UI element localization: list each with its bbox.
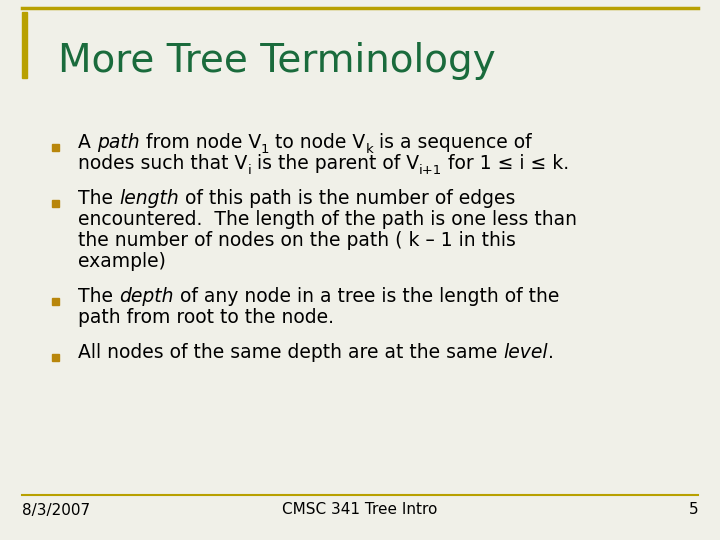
Text: is a sequence of: is a sequence of <box>373 133 532 152</box>
Text: 8/3/2007: 8/3/2007 <box>22 503 90 517</box>
Bar <box>52 354 59 361</box>
Text: depth: depth <box>119 287 174 306</box>
Bar <box>52 200 59 207</box>
Text: path from root to the node.: path from root to the node. <box>78 308 334 327</box>
Text: length: length <box>119 189 179 208</box>
Text: The: The <box>78 287 119 306</box>
Text: .: . <box>548 343 554 362</box>
Text: 1: 1 <box>261 143 269 156</box>
Text: level: level <box>503 343 548 362</box>
Text: from node V: from node V <box>140 133 261 152</box>
Text: nodes such that V: nodes such that V <box>78 154 248 173</box>
Text: encountered.  The length of the path is one less than: encountered. The length of the path is o… <box>78 210 577 229</box>
Text: is the parent of V: is the parent of V <box>251 154 419 173</box>
Text: 5: 5 <box>688 503 698 517</box>
Text: i: i <box>248 164 251 177</box>
Bar <box>52 298 59 305</box>
Text: the number of nodes on the path ( k – 1 in this: the number of nodes on the path ( k – 1 … <box>78 231 516 250</box>
Text: A: A <box>78 133 97 152</box>
Text: path: path <box>97 133 140 152</box>
Bar <box>22 12 27 78</box>
Text: i+1: i+1 <box>419 164 443 177</box>
Text: to node V: to node V <box>269 133 366 152</box>
Text: CMSC 341 Tree Intro: CMSC 341 Tree Intro <box>282 503 438 517</box>
Text: The: The <box>78 189 119 208</box>
Text: of this path is the number of edges: of this path is the number of edges <box>179 189 515 208</box>
Text: of any node in a tree is the length of the: of any node in a tree is the length of t… <box>174 287 559 306</box>
Text: k: k <box>366 143 373 156</box>
Text: More Tree Terminology: More Tree Terminology <box>58 42 495 80</box>
Text: for 1 ≤ i ≤ k.: for 1 ≤ i ≤ k. <box>443 154 570 173</box>
Bar <box>52 144 59 151</box>
Text: example): example) <box>78 252 166 271</box>
Text: All nodes of the same depth are at the same: All nodes of the same depth are at the s… <box>78 343 503 362</box>
